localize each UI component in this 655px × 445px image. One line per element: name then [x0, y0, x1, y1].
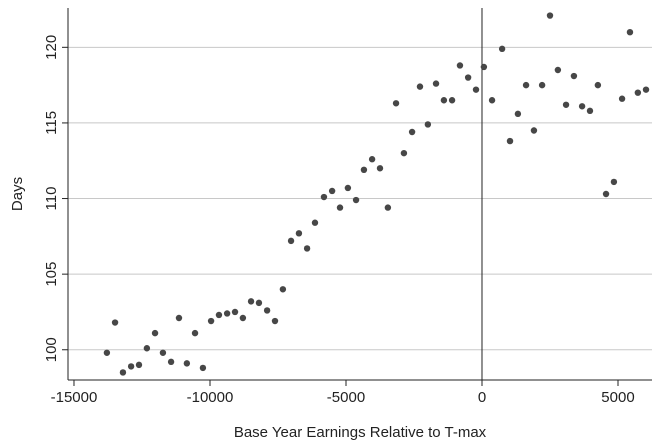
point	[554, 66, 562, 74]
point	[384, 204, 392, 211]
point	[448, 97, 456, 104]
point	[207, 317, 215, 325]
point	[135, 361, 143, 369]
x-tick-label: 5000	[601, 389, 634, 406]
point	[159, 349, 167, 356]
point	[522, 81, 530, 89]
point	[472, 86, 480, 93]
point	[191, 329, 199, 337]
point	[488, 97, 496, 104]
point	[247, 298, 255, 305]
point	[610, 178, 618, 186]
y-tick-label: 105	[43, 262, 60, 287]
point	[480, 63, 488, 71]
point	[464, 74, 472, 81]
point	[392, 100, 400, 107]
point	[223, 310, 231, 317]
point	[127, 363, 135, 370]
point	[416, 83, 424, 90]
point	[215, 311, 223, 319]
point	[618, 95, 626, 102]
point	[456, 62, 464, 69]
point	[408, 128, 416, 136]
point	[360, 166, 368, 174]
point	[199, 364, 207, 372]
point	[344, 184, 352, 192]
point	[143, 345, 151, 352]
point	[336, 204, 344, 211]
point	[352, 196, 360, 204]
point	[634, 89, 642, 96]
point	[400, 149, 408, 157]
point	[538, 81, 546, 89]
y-tick-label: 110	[43, 187, 60, 211]
point	[295, 230, 303, 237]
point	[594, 81, 602, 89]
x-tick-label: -10000	[187, 389, 234, 406]
point	[311, 219, 319, 226]
point	[570, 72, 578, 80]
point	[602, 190, 610, 198]
point	[239, 314, 247, 322]
point	[432, 80, 440, 87]
point	[368, 156, 376, 163]
point	[263, 307, 271, 314]
point	[183, 360, 191, 367]
point	[586, 107, 594, 115]
point	[231, 308, 239, 316]
x-tick-label: -5000	[327, 389, 365, 406]
y-tick-label: 115	[43, 111, 60, 135]
point	[287, 237, 295, 245]
point	[506, 137, 514, 145]
point	[111, 319, 119, 326]
point	[271, 317, 279, 325]
y-tick-label: 120	[43, 35, 60, 60]
point	[103, 349, 111, 356]
point	[119, 369, 127, 376]
point	[175, 314, 183, 322]
point	[626, 28, 634, 36]
point	[328, 187, 336, 195]
point	[578, 103, 586, 110]
point	[440, 97, 448, 104]
y-axis-label: Days	[9, 177, 26, 211]
point	[279, 286, 287, 293]
x-axis-label: Base Year Earnings Relative to T-max	[234, 424, 487, 441]
point	[546, 12, 554, 19]
point	[376, 165, 384, 172]
point	[320, 193, 328, 201]
x-tick-label: 0	[478, 389, 486, 406]
point	[303, 245, 311, 252]
point	[151, 329, 159, 337]
point	[530, 127, 538, 134]
point	[514, 110, 522, 118]
x-tick-label: -15000	[51, 389, 98, 406]
y-tick-label: 100	[43, 337, 60, 362]
point	[424, 121, 432, 128]
point	[255, 299, 263, 307]
point	[642, 86, 650, 93]
point	[167, 358, 175, 366]
point	[562, 101, 570, 108]
point	[498, 45, 506, 53]
